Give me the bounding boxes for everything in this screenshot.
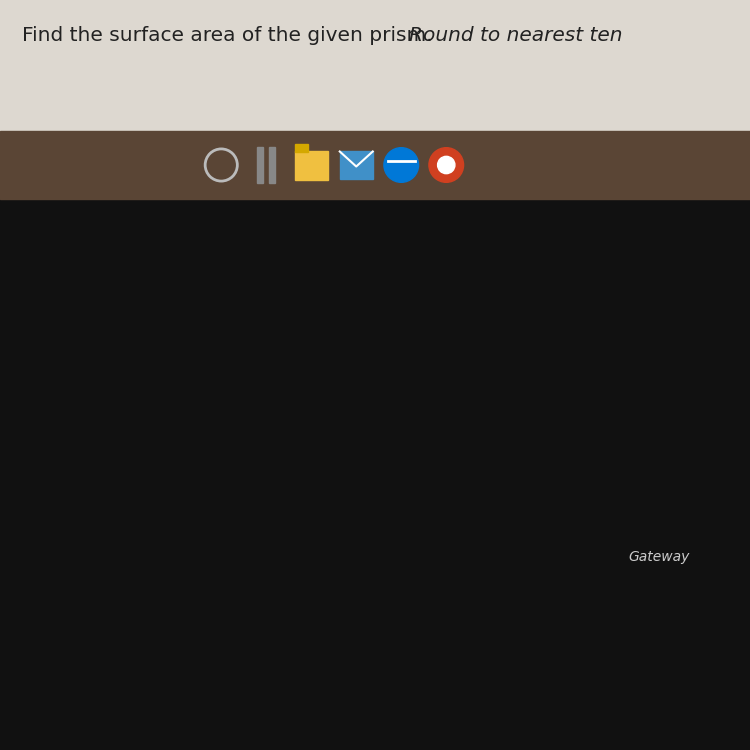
Bar xyxy=(269,147,275,183)
Text: Find the surface area of the given prism.: Find the surface area of the given prism… xyxy=(22,26,439,45)
Bar xyxy=(0,131,750,199)
Circle shape xyxy=(384,148,418,182)
Circle shape xyxy=(429,148,464,182)
Bar xyxy=(295,144,308,152)
Text: 8 ft: 8 ft xyxy=(469,343,502,362)
Text: 9 ft: 9 ft xyxy=(295,574,328,592)
Bar xyxy=(0,199,750,750)
Text: Round to nearest ten: Round to nearest ten xyxy=(409,26,622,45)
Bar xyxy=(257,147,263,183)
Text: Gateway: Gateway xyxy=(628,550,690,564)
Circle shape xyxy=(437,156,455,174)
Text: 7.6 ft: 7.6 ft xyxy=(170,380,221,400)
Bar xyxy=(340,152,373,178)
Text: 13 ft: 13 ft xyxy=(379,152,424,171)
Bar xyxy=(295,152,328,180)
Text: 10 ft: 10 ft xyxy=(131,249,176,268)
